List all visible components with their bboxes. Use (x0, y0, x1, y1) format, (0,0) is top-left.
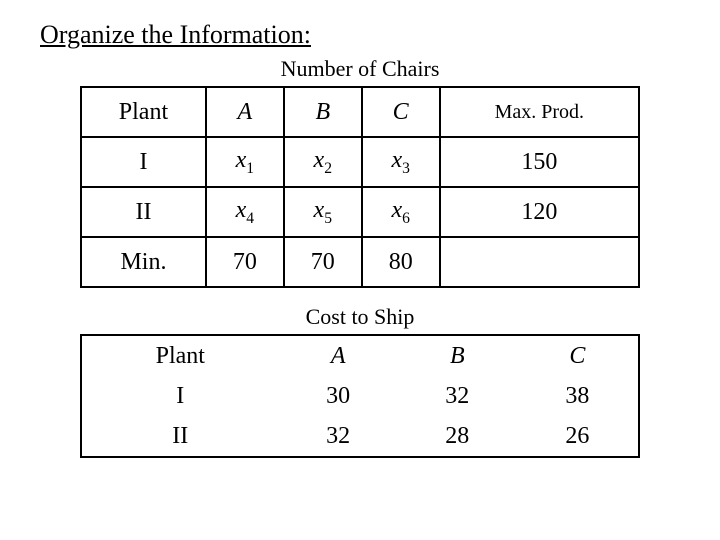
row-label: I (81, 137, 206, 187)
table1-row-plant-ii: II x4 x5 x6 120 (81, 187, 639, 237)
table1-row-plant-i: I x1 x2 x3 150 (81, 137, 639, 187)
cell-max-ii: 120 (440, 187, 639, 237)
col-c: C (362, 87, 440, 137)
col-b: B (284, 87, 362, 137)
cell-min-max (440, 237, 639, 287)
number-of-chairs-table: Plant A B C Max. Prod. I x1 x2 x3 150 II… (80, 86, 640, 288)
cell-b: 32 (398, 376, 517, 416)
sub: 1 (246, 159, 254, 176)
cell-c: 26 (517, 416, 639, 457)
cell-x2: x2 (284, 137, 362, 187)
table2-row-plant-i: I 30 32 38 (81, 376, 639, 416)
var: x (391, 147, 402, 173)
row-label: II (81, 416, 279, 457)
table1-caption: Number of Chairs (40, 56, 680, 82)
var: x (236, 147, 247, 173)
cell-min-a: 70 (206, 237, 284, 287)
col-max: Max. Prod. (440, 87, 639, 137)
sub: 4 (246, 209, 254, 226)
cell-max-i: 150 (440, 137, 639, 187)
cell-min-c: 80 (362, 237, 440, 287)
cell-x4: x4 (206, 187, 284, 237)
table2-caption: Cost to Ship (40, 304, 680, 330)
cell-b: 28 (398, 416, 517, 457)
var: x (236, 197, 247, 223)
page-heading: Organize the Information: (40, 20, 680, 50)
col-plant: Plant (81, 335, 279, 376)
col-plant: Plant (81, 87, 206, 137)
table2-header-row: Plant A B C (81, 335, 639, 376)
col-c: C (517, 335, 639, 376)
cell-x6: x6 (362, 187, 440, 237)
row-label: I (81, 376, 279, 416)
row-label: Min. (81, 237, 206, 287)
col-a: A (279, 335, 398, 376)
cell-a: 30 (279, 376, 398, 416)
col-a: A (206, 87, 284, 137)
table2-row-plant-ii: II 32 28 26 (81, 416, 639, 457)
cell-a: 32 (279, 416, 398, 457)
sub: 6 (402, 209, 410, 226)
var: x (314, 197, 325, 223)
var: x (314, 147, 325, 173)
sub: 2 (324, 159, 332, 176)
table1-header-row: Plant A B C Max. Prod. (81, 87, 639, 137)
cell-x5: x5 (284, 187, 362, 237)
col-b: B (398, 335, 517, 376)
table1-row-min: Min. 70 70 80 (81, 237, 639, 287)
cell-x1: x1 (206, 137, 284, 187)
cell-x3: x3 (362, 137, 440, 187)
row-label: II (81, 187, 206, 237)
sub: 5 (324, 209, 332, 226)
cell-min-b: 70 (284, 237, 362, 287)
sub: 3 (402, 159, 410, 176)
cost-to-ship-table: Plant A B C I 30 32 38 II 32 28 26 (80, 334, 640, 458)
cell-c: 38 (517, 376, 639, 416)
var: x (391, 197, 402, 223)
